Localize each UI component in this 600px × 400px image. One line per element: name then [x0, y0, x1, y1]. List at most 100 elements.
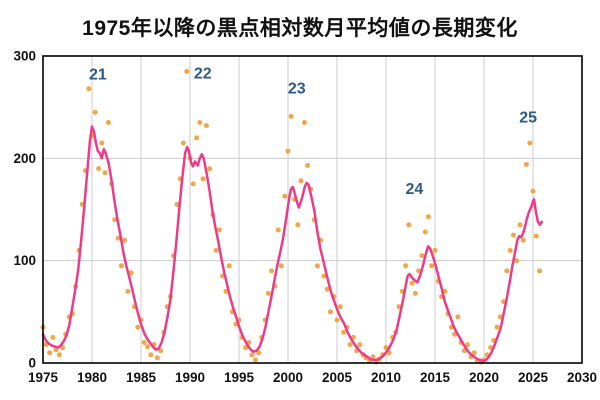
monthly-mean-dot [265, 290, 271, 296]
monthly-mean-dot [412, 290, 418, 296]
monthly-mean-dot [252, 357, 258, 363]
monthly-mean-dot [105, 120, 111, 125]
x-axis-tick-label: 2010 [371, 370, 401, 385]
monthly-mean-dot [527, 140, 533, 146]
smoothed-curve [41, 125, 544, 363]
monthly-mean-dot [122, 237, 128, 243]
monthly-mean-dot [301, 120, 307, 125]
solar-cycle-label: 25 [519, 109, 537, 126]
x-axis-tick-label: 2025 [518, 370, 549, 385]
monthly-mean-dot [298, 178, 304, 184]
x-axis-tick-label: 2005 [322, 370, 353, 385]
monthly-mean-dot [50, 334, 56, 340]
monthly-mean-dot [128, 270, 134, 276]
monthly-mean-dot [510, 232, 516, 238]
monthly-mean-dot [533, 233, 539, 239]
plot-border [42, 55, 583, 364]
monthly-mean-dot [226, 263, 232, 269]
solar-cycle-label: 21 [89, 66, 107, 83]
monthly-mean-dot [269, 268, 275, 274]
y-axis-tick-label: 200 [13, 151, 36, 166]
monthly-mean-dot [47, 350, 53, 356]
monthly-mean-dot [514, 258, 520, 264]
y-axis-tick-label: 300 [13, 49, 36, 64]
solar-cycle-label: 22 [194, 65, 212, 82]
monthly-mean-dot [141, 340, 147, 345]
monthly-mean-dot [324, 286, 330, 292]
x-axis-tick-label: 1995 [224, 370, 255, 385]
monthly-mean-dot [125, 288, 131, 294]
monthly-mean-dot [154, 355, 160, 361]
monthly-mean-dot [465, 342, 471, 348]
monthly-mean-dot [406, 222, 412, 228]
monthly-mean-dot [305, 163, 311, 168]
monthly-mean-dot [249, 352, 255, 358]
x-axis-tick-label: 1985 [126, 370, 157, 385]
monthly-mean-dot [494, 324, 500, 330]
monthly-mean-dot [337, 304, 343, 310]
monthly-mean-dot [207, 166, 213, 172]
monthly-mean-dot [523, 162, 529, 167]
y-axis-tick-label: 100 [13, 253, 36, 268]
monthly-mean-dot [321, 273, 327, 279]
monthly-mean-dot [203, 123, 209, 129]
monthly-mean-dot [148, 352, 154, 358]
monthly-mean-dot [504, 268, 510, 274]
monthly-mean-dot [56, 352, 62, 358]
monthly-mean-dot [314, 263, 320, 269]
monthly-mean-dot [347, 342, 353, 348]
monthly-mean-dot [409, 280, 415, 286]
x-axis-tick-label: 1975 [28, 370, 59, 385]
monthly-mean-dot [422, 229, 428, 235]
x-axis-tick-label: 1980 [77, 370, 107, 385]
monthly-mean-dot [455, 314, 461, 320]
x-axis-tick-label: 2015 [420, 370, 451, 385]
monthly-mean-dot [334, 317, 340, 323]
monthly-mean-dot [92, 109, 98, 115]
monthly-mean-dot [194, 135, 200, 141]
monthly-mean-dot [432, 247, 438, 253]
x-axis-tick-label: 2000 [273, 370, 303, 385]
monthly-mean-dot [425, 214, 431, 220]
monthly-mean-dot [520, 237, 526, 243]
monthly-mean-dot [115, 235, 121, 241]
monthly-mean-dot [190, 181, 196, 187]
monthly-mean-dot [471, 350, 477, 356]
monthly-mean-dot [135, 324, 141, 330]
monthly-mean-dot [507, 247, 513, 253]
monthly-mean-dot [285, 148, 291, 154]
monthly-mean-dot [357, 342, 363, 348]
monthly-mean-dot [216, 227, 222, 233]
monthly-mean-dot [327, 309, 333, 315]
monthly-mean-dot [86, 86, 92, 92]
solar-cycle-label: 24 [406, 181, 424, 198]
monthly-mean-dot [278, 263, 284, 269]
monthly-mean-dot [517, 222, 523, 228]
monthly-mean-dot [341, 329, 347, 335]
monthly-mean-dot [102, 170, 108, 176]
y-axis-tick-label: 0 [28, 356, 36, 371]
monthly-mean-dot [145, 344, 151, 350]
monthly-mean-dot [275, 227, 281, 233]
monthly-mean-dot [429, 263, 435, 269]
solar-cycle-label: 23 [288, 81, 306, 98]
monthly-mean-dot [184, 68, 190, 74]
monthly-mean-dot [96, 166, 102, 172]
monthly-mean-dot [180, 140, 186, 146]
monthly-mean-dot [99, 140, 105, 146]
monthly-mean-dot [288, 113, 294, 119]
monthly-mean-dot [174, 201, 180, 207]
x-axis-tick-label: 2030 [567, 370, 597, 385]
monthly-mean-dot [282, 193, 288, 199]
monthly-mean-dot [530, 188, 536, 194]
monthly-mean-dot [118, 263, 124, 269]
x-axis-tick-label: 1990 [175, 370, 205, 385]
monthly-mean-dot [419, 253, 425, 259]
x-axis-tick-label: 2020 [469, 370, 499, 385]
monthly-mean-dot [213, 247, 219, 253]
monthly-mean-dot [200, 176, 206, 182]
monthly-mean-dot [197, 120, 203, 125]
monthly-mean-dot [403, 263, 409, 269]
